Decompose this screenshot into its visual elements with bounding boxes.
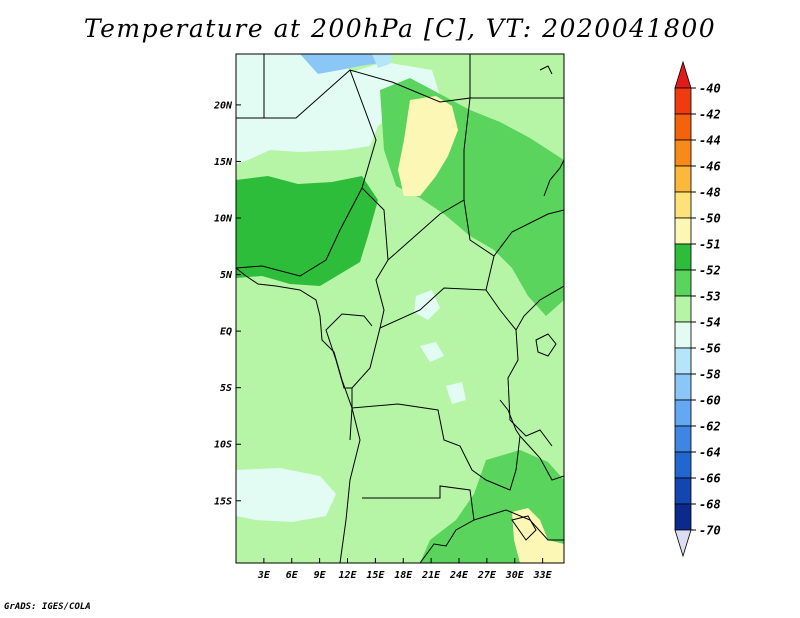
colorbar-swatch — [674, 373, 692, 401]
colorbar-label: -53 — [699, 290, 721, 304]
latitude-label: 10N — [214, 214, 233, 225]
colorbar-swatch — [674, 217, 692, 245]
colorbar-bottom-triangle — [674, 529, 692, 558]
latitude-label: 20N — [213, 100, 233, 111]
longitude-label: 9E — [314, 570, 327, 581]
colorbar-swatch — [674, 503, 692, 531]
country-borders — [236, 54, 564, 563]
colorbar-label: -50 — [699, 212, 721, 226]
longitude-label: 3E — [257, 570, 271, 581]
lake-outline — [543, 159, 564, 197]
field-region-cold-patch-3 — [446, 382, 466, 404]
border-line — [236, 187, 363, 277]
colorbar-label: -64 — [699, 446, 721, 460]
coastline — [236, 267, 353, 441]
colorbar-swatch — [674, 165, 692, 193]
border-line — [493, 209, 564, 257]
longitude-label: 12E — [338, 570, 357, 581]
colorbar-swatch — [674, 477, 692, 505]
latitude-label: EQ — [220, 327, 232, 338]
colorbar-swatch — [674, 321, 692, 349]
latitude-label: 15S — [214, 496, 232, 507]
colorbar-label: -68 — [699, 498, 721, 512]
colorbar-label: -42 — [699, 108, 721, 122]
plot-frame — [235, 53, 565, 564]
border-line — [485, 289, 553, 447]
field-region-warmest-north — [398, 96, 458, 196]
longitude-label: 18E — [394, 570, 413, 581]
border-line — [515, 285, 564, 331]
field-region-cold-northeast — [372, 54, 392, 68]
colorbar-top-triangle — [674, 60, 692, 89]
colorbar-swatch — [674, 347, 692, 375]
border-line — [339, 407, 361, 563]
border-line — [519, 435, 564, 481]
border-line — [351, 388, 521, 491]
colorbar-swatch — [674, 191, 692, 219]
colorbar-swatch — [674, 87, 692, 115]
field-region-cold-patch-2 — [420, 342, 444, 362]
field-region-warmest-southeast — [512, 508, 564, 563]
colorbar-label: -58 — [699, 368, 721, 382]
border-line — [375, 199, 495, 329]
longitude-label: 24E — [449, 570, 469, 581]
colorbar-label: -51 — [699, 238, 721, 252]
longitude-labels: 3E 6E 9E 12E 15E 18E 21E 24E 27E 30E 33E — [257, 558, 553, 581]
colorbar-label: -46 — [699, 160, 721, 174]
colorbar-swatch — [674, 243, 692, 271]
lake-outline — [535, 333, 557, 357]
colorbar-label: -40 — [699, 82, 721, 96]
map-title: Temperature at 200hPa [C], VT: 202004180… — [83, 14, 717, 43]
colorbar-label: -52 — [699, 264, 721, 278]
colorbar-swatch — [674, 451, 692, 479]
latitude-label: 15N — [214, 157, 233, 168]
longitude-label: 6E — [286, 570, 299, 581]
longitude-label: 30E — [505, 570, 525, 581]
colorbar-swatch — [674, 295, 692, 323]
lake-outline — [511, 515, 537, 541]
latitude-label: 5N — [220, 270, 233, 281]
colorbar-label: -66 — [699, 472, 721, 486]
coastline-east — [539, 65, 553, 75]
colorbar-swatch — [674, 269, 692, 297]
latitude-labels: 20N 15N 10N 5N EQ 5S 10S 15S — [213, 100, 241, 507]
longitude-label: 33E — [533, 570, 553, 581]
longitude-label: 27E — [477, 570, 497, 581]
colorbar-swatch — [674, 139, 692, 167]
latitude-label: 10S — [214, 440, 232, 451]
field-region-warm-west — [236, 176, 378, 286]
field-region-cold-southwest — [236, 468, 336, 522]
colorbar-swatch — [674, 425, 692, 453]
colorbar-swatch — [674, 399, 692, 427]
colorbar-swatch — [674, 113, 692, 141]
colorbar-label: -62 — [699, 420, 721, 434]
colorbar-label: -56 — [699, 342, 721, 356]
longitude-label: 15E — [366, 570, 385, 581]
colorbar-label: -70 — [699, 524, 721, 538]
grads-credit: GrADS: IGES/COLA — [4, 602, 91, 612]
field-region-cold-core — [300, 54, 392, 74]
colorbar-label: -48 — [699, 186, 721, 200]
colorbar-label: -44 — [699, 134, 721, 148]
colorbar-label: -60 — [699, 394, 721, 408]
colorbar: -40 -42 -44 -46 -48 -50 -51 -52 -53 -54 -56 -58 -60 -… — [674, 60, 721, 558]
longitude-label: 21E — [421, 570, 441, 581]
field-region-cool-center — [330, 236, 520, 500]
temperature-field — [236, 54, 564, 563]
lake-outline — [499, 399, 521, 437]
latitude-label: 5S — [220, 383, 232, 394]
colorbar-label: -54 — [699, 316, 721, 330]
